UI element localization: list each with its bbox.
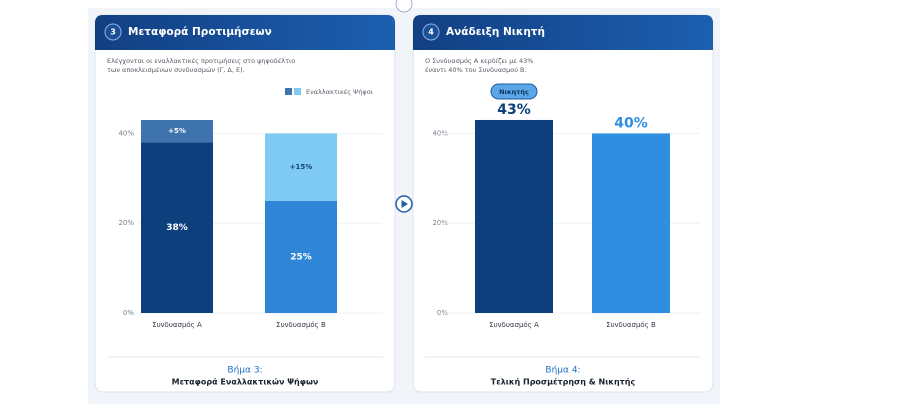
bar-segment bbox=[265, 133, 337, 201]
panel: 4 Ανάδειξη Νικητή Ο Συνδυασμός Α κερδίζει … bbox=[412, 14, 714, 393]
bar-segment bbox=[265, 200, 337, 313]
x-tick-label: Συνδυασμός Α bbox=[152, 321, 202, 329]
x-tick-label: Συνδυασμός Α bbox=[489, 321, 539, 329]
step-badge-number: 4 bbox=[428, 28, 434, 37]
panel-description: έναντι 40% του Συνδυασμού Β. bbox=[425, 66, 527, 74]
y-tick-label: 40% bbox=[118, 129, 134, 137]
step-badge bbox=[422, 23, 440, 41]
bar-segment bbox=[141, 119, 213, 143]
step-badge bbox=[104, 23, 122, 41]
panel-description: Ο Συνδυασμός Α κερδίζει με 43% bbox=[425, 57, 533, 65]
data-label: +15% bbox=[290, 163, 313, 171]
x-tick-label: Συνδυασμός Β bbox=[276, 321, 326, 329]
bar bbox=[475, 119, 553, 313]
step-badge-number: 3 bbox=[110, 28, 116, 37]
winner-badge bbox=[490, 83, 538, 100]
winner-label: Νικητής bbox=[499, 88, 529, 96]
panel: 3 Μεταφορά Προτιμήσεων Ελέγχονται οι εναλλ… bbox=[94, 14, 396, 393]
panel-title: Ανάδειξη Νικητή bbox=[446, 26, 545, 38]
y-tick-label: 0% bbox=[123, 309, 134, 317]
panel-description: Ελέγχονται οι εναλλακτικές προτιμήσεις σ… bbox=[107, 57, 295, 65]
data-label: 25% bbox=[290, 252, 312, 262]
legend-label: Εναλλακτικές Ψήφοι bbox=[306, 88, 373, 96]
legend-swatch bbox=[294, 88, 301, 95]
bar-segment bbox=[141, 142, 213, 313]
panel-description: των αποκλεισμένων συνδυασμών (Γ, Δ, Ε). bbox=[107, 66, 245, 74]
connector-top bbox=[395, 0, 413, 13]
panel-header bbox=[413, 15, 713, 50]
data-label: +5% bbox=[168, 127, 186, 135]
step-title: Μεταφορά Εναλλακτικών Ψήφων bbox=[172, 377, 319, 387]
next-icon bbox=[401, 200, 408, 208]
panel-header bbox=[95, 15, 395, 50]
y-tick-label: 20% bbox=[118, 219, 134, 227]
step-title: Τελική Προσμέτρηση & Νικητής bbox=[491, 377, 636, 387]
step-label: Βήμα 4: bbox=[545, 366, 580, 376]
x-tick-label: Συνδυασμός Β bbox=[606, 321, 656, 329]
step-label: Βήμα 3: bbox=[227, 366, 262, 376]
data-label: 38% bbox=[166, 223, 188, 233]
panel-title: Μεταφορά Προτιμήσεων bbox=[128, 26, 272, 38]
bar bbox=[592, 133, 670, 313]
legend-swatch bbox=[285, 88, 292, 95]
data-label: 40% bbox=[614, 115, 648, 131]
data-label: 43% bbox=[497, 102, 531, 118]
